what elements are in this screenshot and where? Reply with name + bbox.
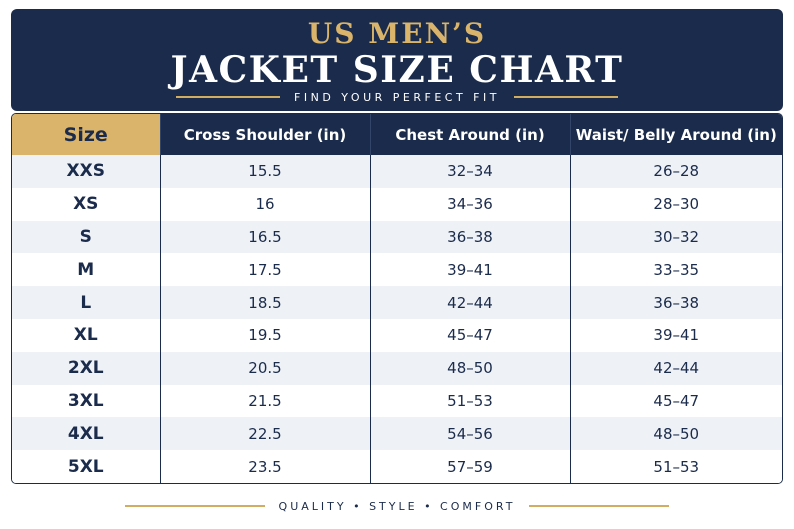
table-row: XS 16 34–36 28–30: [12, 187, 782, 221]
waist-around-cell: 33–35: [570, 253, 782, 287]
table-header-row: Size Cross Shoulder (in) Chest Around (i…: [12, 114, 782, 155]
size-cell: XXS: [12, 155, 161, 188]
cross-shoulder-cell: 16: [160, 187, 371, 221]
column-header-chest-around: Chest Around (in): [370, 114, 571, 155]
tagline: FIND YOUR PERFECT FIT: [294, 90, 500, 104]
chart-title: JACKET SIZE CHART: [170, 49, 624, 91]
cross-shoulder-cell: 20.5: [160, 351, 371, 385]
cross-shoulder-cell: 21.5: [160, 384, 371, 418]
table-row: 5XL 23.5 57–59 51–53: [12, 450, 782, 483]
table-row: XL 19.5 45–47 39–41: [12, 318, 782, 352]
waist-around-cell: 36–38: [570, 286, 782, 319]
waist-around-cell: 30–32: [570, 220, 782, 254]
table-row: XXS 15.5 32–34 26–28: [12, 155, 782, 188]
chest-around-cell: 32–34: [370, 155, 571, 188]
cross-shoulder-cell: 16.5: [160, 220, 371, 254]
table-row: 2XL 20.5 48–50 42–44: [12, 351, 782, 385]
size-cell: XS: [12, 187, 161, 221]
footer: QUALITY • STYLE • COMFORT: [0, 494, 794, 518]
title-banner: US MEN’S JACKET SIZE CHART FIND YOUR PER…: [11, 9, 783, 111]
size-cell: 2XL: [12, 351, 161, 385]
table-body: XXS 15.5 32–34 26–28 XS 16 34–36 28–30 S 16.5 36–3…: [12, 155, 782, 483]
footer-text: QUALITY • STYLE • COMFORT: [278, 499, 516, 513]
chest-around-cell: 42–44: [370, 286, 571, 319]
waist-around-cell: 45–47: [570, 384, 782, 418]
footer-right-divider: [529, 505, 670, 507]
cross-shoulder-cell: 22.5: [160, 417, 371, 451]
waist-around-cell: 28–30: [570, 187, 782, 221]
tagline-right-divider: [513, 96, 618, 98]
chest-around-cell: 51–53: [370, 384, 571, 418]
size-cell: L: [12, 286, 161, 319]
chart-subtitle: US MEN’S: [307, 17, 487, 50]
cross-shoulder-cell: 15.5: [160, 155, 371, 188]
cross-shoulder-cell: 17.5: [160, 253, 371, 287]
size-table-container: Size Cross Shoulder (in) Chest Around (i…: [11, 113, 783, 484]
size-cell: XL: [12, 318, 161, 352]
waist-around-cell: 51–53: [570, 450, 782, 483]
chest-around-cell: 45–47: [370, 318, 571, 352]
cross-shoulder-cell: 18.5: [160, 286, 371, 319]
chest-around-cell: 39–41: [370, 253, 571, 287]
table-row: L 18.5 42–44 36–38: [12, 286, 782, 319]
size-table: Size Cross Shoulder (in) Chest Around (i…: [12, 114, 782, 483]
size-cell: S: [12, 220, 161, 254]
table-row: 4XL 22.5 54–56 48–50: [12, 417, 782, 451]
cross-shoulder-cell: 23.5: [160, 450, 371, 483]
table-row: 3XL 21.5 51–53 45–47: [12, 384, 782, 418]
cross-shoulder-cell: 19.5: [160, 318, 371, 352]
waist-around-cell: 48–50: [570, 417, 782, 451]
footer-left-divider: [124, 505, 265, 507]
chest-around-cell: 34–36: [370, 187, 571, 221]
table-row: S 16.5 36–38 30–32: [12, 220, 782, 254]
chest-around-cell: 36–38: [370, 220, 571, 254]
tagline-row: FIND YOUR PERFECT FIT: [11, 89, 783, 105]
waist-around-cell: 42–44: [570, 351, 782, 385]
waist-around-cell: 39–41: [570, 318, 782, 352]
table-row: M 17.5 39–41 33–35: [12, 253, 782, 287]
tagline-left-divider: [176, 96, 281, 98]
chest-around-cell: 48–50: [370, 351, 571, 385]
chest-around-cell: 54–56: [370, 417, 571, 451]
size-cell: 4XL: [12, 417, 161, 451]
chest-around-cell: 57–59: [370, 450, 571, 483]
size-cell: 3XL: [12, 384, 161, 418]
column-header-cross-shoulder: Cross Shoulder (in): [160, 114, 371, 155]
size-cell: M: [12, 253, 161, 287]
waist-around-cell: 26–28: [570, 155, 782, 188]
column-header-size: Size: [12, 114, 161, 155]
size-cell: 5XL: [12, 450, 161, 483]
column-header-waist-around: Waist/ Belly Around (in): [570, 114, 782, 155]
